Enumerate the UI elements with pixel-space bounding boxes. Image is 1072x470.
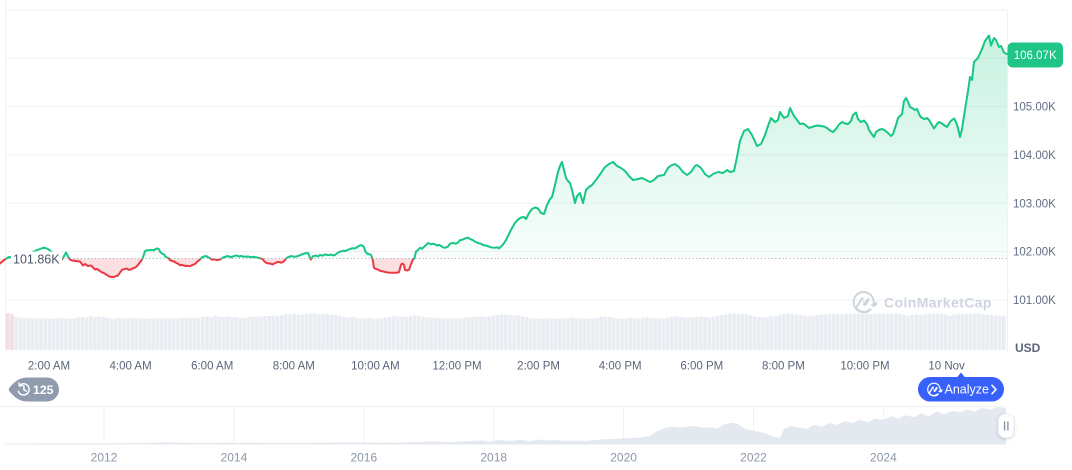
svg-text:101.86K: 101.86K	[13, 253, 60, 267]
svg-text:102.00K: 102.00K	[1013, 247, 1056, 259]
svg-text:106.07K: 106.07K	[1014, 50, 1057, 62]
svg-text:2022: 2022	[740, 451, 767, 465]
svg-text:2020: 2020	[610, 451, 637, 465]
svg-text:10:00 AM: 10:00 AM	[351, 361, 400, 373]
svg-text:6:00 PM: 6:00 PM	[680, 361, 723, 373]
svg-text:4:00 AM: 4:00 AM	[109, 361, 151, 373]
svg-text:Analyze: Analyze	[945, 383, 990, 397]
svg-text:101.00K: 101.00K	[1013, 295, 1056, 307]
svg-text:2:00 PM: 2:00 PM	[517, 361, 560, 373]
svg-text:8:00 PM: 8:00 PM	[762, 361, 805, 373]
svg-text:6:00 AM: 6:00 AM	[191, 361, 233, 373]
svg-text:2:00 AM: 2:00 AM	[28, 361, 70, 373]
svg-text:10:00 PM: 10:00 PM	[840, 361, 889, 373]
svg-text:105.00K: 105.00K	[1013, 102, 1056, 114]
svg-text:12:00 PM: 12:00 PM	[432, 361, 481, 373]
svg-text:2012: 2012	[91, 451, 118, 465]
svg-text:2024: 2024	[870, 451, 897, 465]
svg-text:4:00 PM: 4:00 PM	[599, 361, 642, 373]
svg-text:103.00K: 103.00K	[1013, 198, 1056, 210]
svg-text:8:00 AM: 8:00 AM	[273, 361, 315, 373]
svg-text:125: 125	[33, 383, 54, 397]
svg-text:2014: 2014	[221, 451, 248, 465]
svg-text:2018: 2018	[480, 451, 507, 465]
svg-text:104.00K: 104.00K	[1013, 150, 1056, 162]
svg-text:2016: 2016	[350, 451, 377, 465]
svg-text:USD: USD	[1015, 341, 1041, 355]
svg-text:10 Nov: 10 Nov	[928, 361, 965, 373]
svg-text:CoinMarketCap: CoinMarketCap	[884, 295, 992, 311]
